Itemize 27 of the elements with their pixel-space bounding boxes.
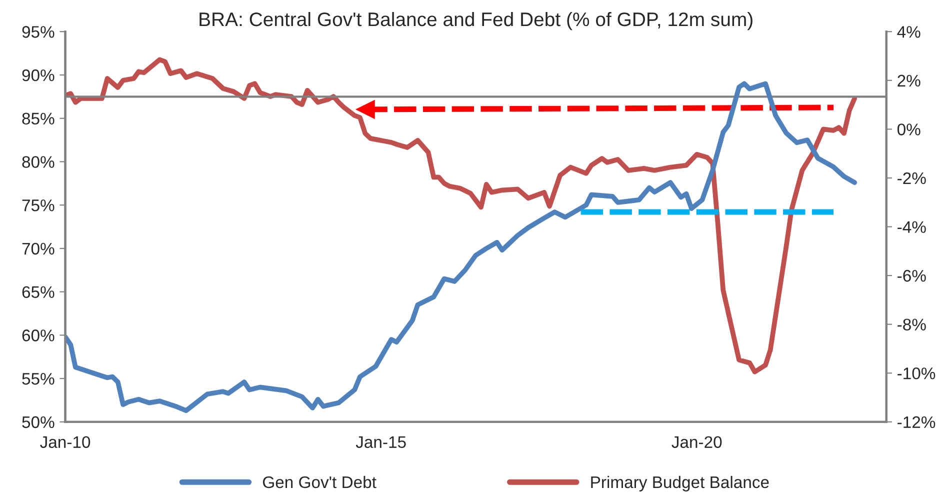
x-tick-label: Jan-15 [356,436,406,448]
x-tick-label: Jan-20 [672,436,722,448]
line-series [65,81,858,414]
y2-tick-label: -8% [898,318,926,331]
y-tick-label: 95% [22,26,54,38]
x-tick-label: Jan-10 [40,436,90,448]
y-tick-label: 65% [22,286,54,298]
line-series [65,57,858,374]
y-tick-label: 70% [22,242,54,255]
y2-tick-label: 4% [897,26,920,38]
y2-tick-label: -10% [898,367,936,380]
y-tick-label: 55% [22,372,54,385]
y2-tick-label: -6% [898,270,926,282]
y2-tick-label: -4% [898,221,926,233]
y-tick-label: 80% [22,156,54,168]
y-tick-label: 85% [22,112,54,125]
y2-tick-label: -12% [898,416,936,428]
legend-label: Primary Budget Balance [591,476,769,492]
y-tick-label: 50% [22,416,54,428]
y2-tick-label: 2% [898,74,920,87]
y2-tick-label: 0% [897,124,920,136]
legend-label: Gen Gov't Debt [262,476,376,488]
y-tick-label: 75% [22,200,54,212]
y-tick-label: 60% [22,330,54,342]
y2-tick-label: -2% [898,172,926,184]
chart-title: BRA: Central Gov't Balance and Fed Debt (% of GDP, 12m sum) [200,12,752,30]
y-tick-label: 90% [22,69,54,82]
